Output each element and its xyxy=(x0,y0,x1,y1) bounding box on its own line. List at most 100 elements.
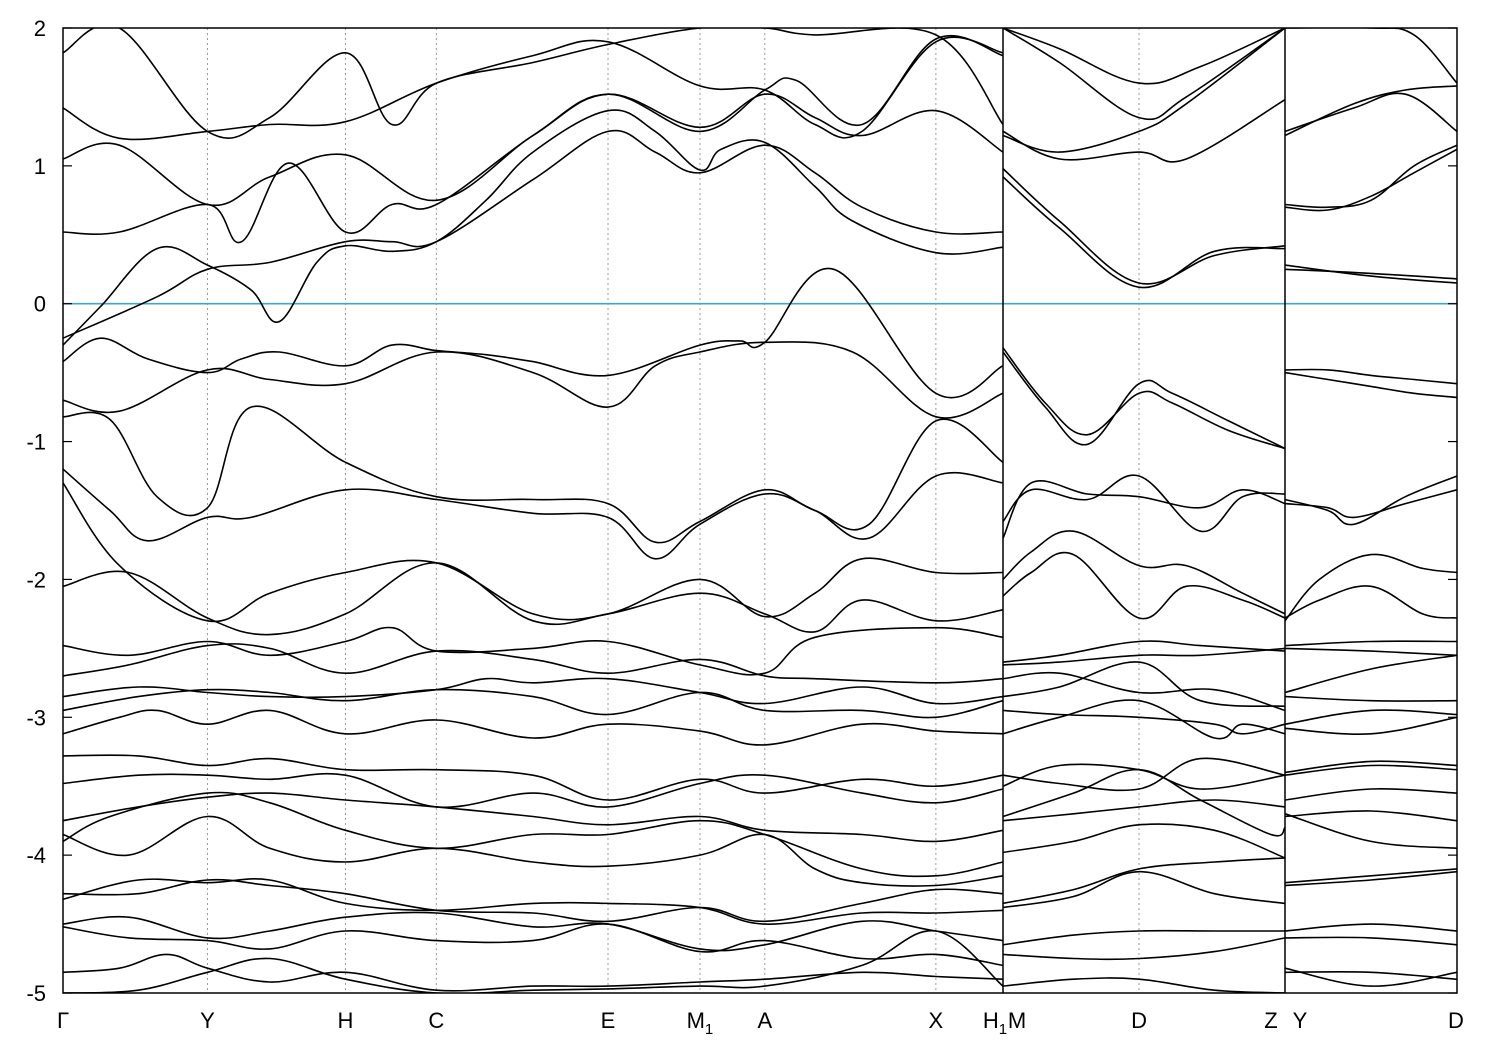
band-line-68 xyxy=(1284,760,1457,774)
band-line-51 xyxy=(1002,176,1286,289)
band-line-81 xyxy=(1284,144,1457,209)
band-line-14 xyxy=(63,772,1004,809)
band-line-33 xyxy=(1002,551,1286,620)
band-line-74 xyxy=(1284,870,1457,887)
band-line-41 xyxy=(1002,763,1286,790)
band-line-25 xyxy=(63,93,1004,207)
band-line-71 xyxy=(1284,810,1457,822)
band-line-0 xyxy=(63,129,1004,339)
band-line-26 xyxy=(63,34,1004,244)
y-tick-label-4: -1 xyxy=(26,430,46,455)
band-line-75 xyxy=(1284,923,1457,932)
band-line-15 xyxy=(63,792,1004,843)
y-tick-label-0: -5 xyxy=(26,981,46,1006)
y-tick-label-3: -2 xyxy=(26,567,46,592)
band-line-60 xyxy=(1284,553,1457,622)
band-line-19 xyxy=(63,878,1004,925)
band-line-27 xyxy=(63,28,1004,139)
band-line-58 xyxy=(1284,475,1457,526)
band-line-12 xyxy=(63,709,1004,746)
x-axis: Γ Y H C E M1 A X H1 M D Z Y D xyxy=(57,1008,1464,1038)
band-lines xyxy=(63,28,1457,993)
band-line-82 xyxy=(1284,148,1457,212)
band-line-64 xyxy=(1284,654,1457,694)
band-line-55 xyxy=(1002,28,1286,85)
y-axis: -5 -4 -3 -2 -1 0 1 2 xyxy=(26,16,1457,1006)
band-line-65 xyxy=(1284,695,1457,702)
x-label-2: H xyxy=(338,1008,354,1033)
y-tick-label-1: -4 xyxy=(26,843,46,868)
band-line-79 xyxy=(1284,268,1457,280)
grid-lines xyxy=(206,28,1286,993)
band-line-6 xyxy=(63,482,1004,623)
band-line-83 xyxy=(1284,92,1457,133)
band-line-8 xyxy=(63,626,1004,676)
band-line-23 xyxy=(63,929,1004,993)
x-label-5: M1 xyxy=(687,1008,714,1038)
band-line-62 xyxy=(1284,640,1457,647)
band-line-56 xyxy=(1284,368,1457,385)
y-tick-label-5: 0 xyxy=(34,292,46,317)
x-label-9: M xyxy=(1008,1008,1026,1033)
x-label-7: X xyxy=(929,1008,944,1033)
band-line-3 xyxy=(63,341,1004,419)
band-line-67 xyxy=(1284,716,1457,735)
x-label-subscript-8: 1 xyxy=(999,1021,1007,1038)
x-label-subscript-5: 1 xyxy=(705,1021,713,1038)
band-line-63 xyxy=(1284,647,1457,657)
band-line-7 xyxy=(63,562,1004,636)
band-line-45 xyxy=(1002,857,1286,905)
band-line-80 xyxy=(1284,264,1457,284)
band-line-28 xyxy=(1002,351,1286,450)
band-line-46 xyxy=(1002,870,1286,909)
band-line-77 xyxy=(1284,967,1457,987)
band-line-5 xyxy=(63,468,1004,560)
band-line-31 xyxy=(1002,480,1286,539)
band-line-84 xyxy=(1284,85,1457,137)
band-line-48 xyxy=(1002,937,1286,961)
band-line-78 xyxy=(1284,970,1457,980)
x-label-8: H1 xyxy=(983,1008,1007,1038)
x-label-6: A xyxy=(757,1008,772,1033)
band-line-10 xyxy=(63,677,1004,705)
band-line-47 xyxy=(1002,929,1285,946)
band-line-54 xyxy=(1002,28,1286,121)
plot-border xyxy=(62,27,1458,994)
band-line-73 xyxy=(1284,868,1457,884)
band-line-24 xyxy=(63,36,1004,141)
band-line-59 xyxy=(1284,489,1457,519)
x-label-1: Y xyxy=(200,1008,215,1033)
band-line-42 xyxy=(1002,799,1286,822)
band-line-85 xyxy=(1285,28,1457,84)
x-label-4: E xyxy=(601,1008,616,1033)
band-line-69 xyxy=(1284,764,1457,776)
x-label-13: D xyxy=(1448,1008,1464,1033)
band-line-20 xyxy=(63,911,1004,952)
band-line-32 xyxy=(1002,530,1286,615)
band-line-49 xyxy=(1002,977,1286,993)
band-line-61 xyxy=(1284,585,1457,619)
x-label-11: Z xyxy=(1264,1008,1277,1033)
x-label-0: Γ xyxy=(57,1008,69,1033)
band-line-76 xyxy=(1284,936,1457,946)
band-line-29 xyxy=(1002,347,1286,450)
plot-frame xyxy=(62,27,1458,994)
band-line-2 xyxy=(63,267,1004,399)
band-line-70 xyxy=(1284,787,1457,801)
band-line-21 xyxy=(63,923,1004,967)
band-line-18 xyxy=(63,878,1004,923)
band-line-53 xyxy=(1002,28,1286,153)
band-line-66 xyxy=(1284,709,1457,725)
y-tick-label-2: -3 xyxy=(26,705,46,730)
y-tick-label-6: 1 xyxy=(34,154,46,179)
band-line-9 xyxy=(63,643,1004,684)
band-line-4 xyxy=(63,405,1004,544)
band-line-57 xyxy=(1284,371,1457,399)
y-tick-label-7: 2 xyxy=(34,16,46,41)
band-line-35 xyxy=(1002,647,1286,666)
band-line-44 xyxy=(1002,823,1286,859)
band-line-52 xyxy=(1002,99,1286,163)
band-line-11 xyxy=(63,688,1004,719)
band-line-43 xyxy=(1002,768,1286,837)
